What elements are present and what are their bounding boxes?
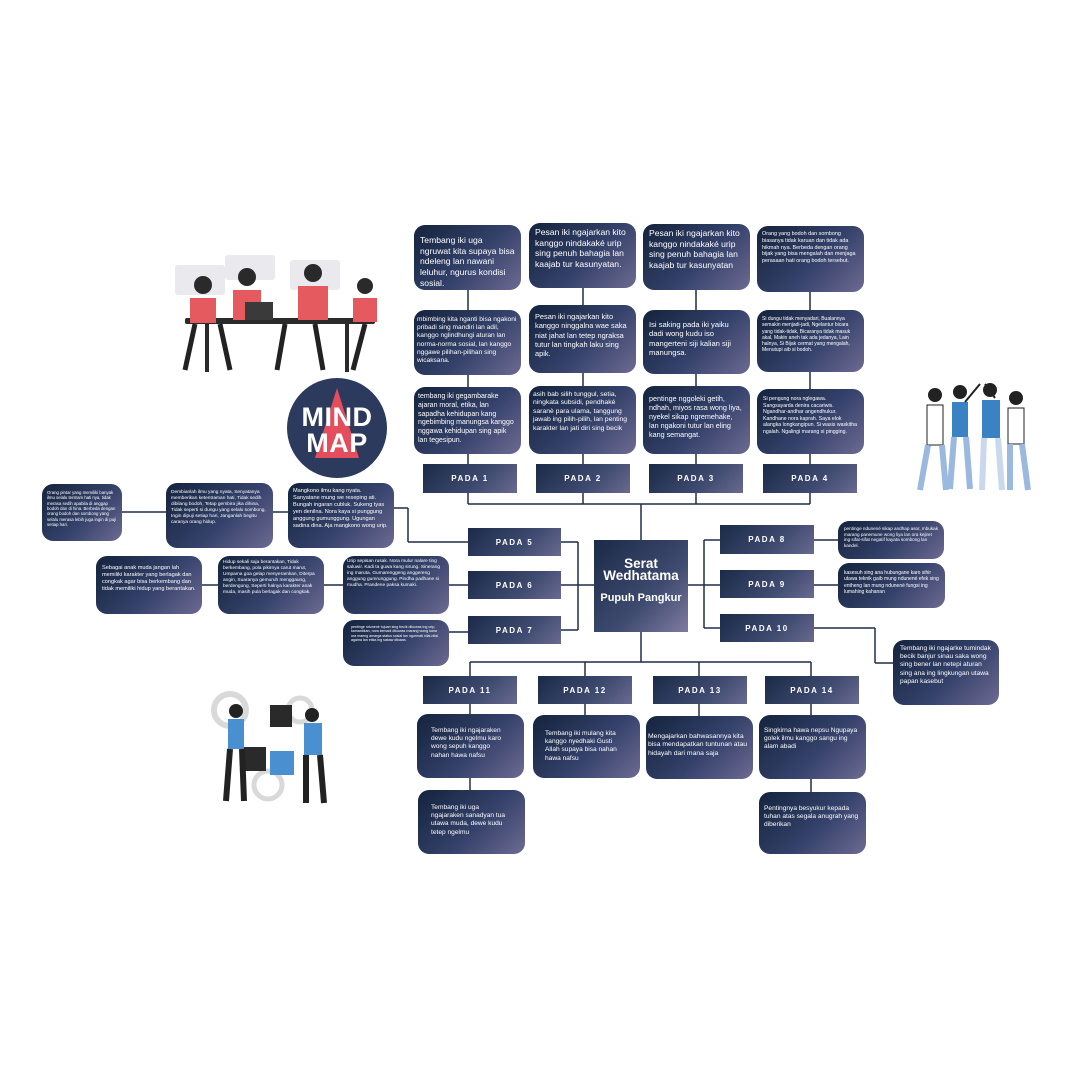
- pada12-card-1: Tembang iki mulang kita kanggo nyedhaki …: [533, 715, 640, 778]
- pada-label-2: PADA 2: [536, 464, 630, 493]
- pada6-card-1: Sebagai anak muda jangan lah memiliki ka…: [96, 556, 202, 614]
- pada-label-6: PADA 6: [468, 571, 561, 599]
- pada8-card-1: pentinge ndunené sikap andhap asor, mbuk…: [838, 521, 944, 559]
- mind-map-logo: MIND MAP: [287, 378, 387, 478]
- pada-label-3: PADA 3: [649, 464, 743, 493]
- pada3-card-1: Pesan iki ngajarkan kito kanggo nindakak…: [643, 224, 750, 290]
- pada2-card-1: Pesan iki ngajarkan kito kanggo nindakak…: [529, 223, 636, 288]
- pada-label-5: PADA 5: [468, 528, 561, 556]
- pada-label-4: PADA 4: [763, 464, 857, 493]
- pada14-card-1: Singkirna hawa nepsu Ngupaya golek ilmu …: [759, 715, 866, 779]
- pada3-card-2: Isi saking pada iki yaiku dadi wong kudu…: [643, 310, 750, 374]
- team-meeting-illustration: [175, 255, 377, 372]
- pada4-card-3: Si pengung nora nglegawa. Sangsayarda de…: [757, 389, 864, 454]
- pada-label-10: PADA 10: [720, 614, 814, 642]
- pada-label-11: PADA 11: [423, 676, 517, 704]
- pada9-card-1: kasesuh sing ana hubungane karo sihir ut…: [838, 563, 945, 608]
- pada5-card-3: Mangkono ilmu kang nyata. Sanyatane mung…: [288, 483, 394, 548]
- pada13-card-1: Mengajarkan bahwasannya kita bisa mendap…: [646, 716, 753, 779]
- pada3-card-3: pentinge nggoleki getih, ndhah, miyos ra…: [643, 386, 750, 454]
- central-subtitle: Pupuh Pangkur: [600, 592, 682, 604]
- pada-label-8: PADA 8: [720, 525, 814, 554]
- pada-label-13: PADA 13: [653, 676, 747, 704]
- central-topic: Serat Wedhatama Pupuh Pangkur: [594, 540, 688, 632]
- pada1-card-2: mbimbing kita nganti bisa ngakoni pribad…: [414, 310, 521, 375]
- central-title: Serat Wedhatama: [603, 556, 679, 583]
- pada7-card-1: pentinge ndunené tujuan sing becik dikuw…: [343, 620, 449, 666]
- pada14-card-2: Pentingnya besyukur kepada tuhan atas se…: [759, 792, 866, 854]
- pada-label-12: PADA 12: [538, 676, 632, 704]
- pada-label-9: PADA 9: [720, 570, 814, 598]
- pada2-card-2: Pesan iki ngajarkan kito kanggo ninggaln…: [529, 305, 636, 373]
- team-highfive-illustration: [917, 383, 1031, 491]
- pada4-card-1: Orang yang bodoh dan sombong biasanya ti…: [757, 226, 864, 292]
- logo-triangle: [315, 388, 359, 458]
- pada2-card-3: asih bab silih tunggul, setia, ningkata …: [529, 386, 636, 454]
- pada-label-7: PADA 7: [468, 616, 561, 644]
- pada5-card-1: Orang pintar yang memiliki banyak ilmu s…: [42, 484, 122, 541]
- pada1-card-1: Tembang iki uga ngruwat kita supaya bisa…: [414, 225, 521, 290]
- pada6-card-2: Hidup sekali saja berantakan, Tidak berk…: [218, 556, 324, 614]
- logo-line-2: MAP: [306, 428, 368, 458]
- pada10-card-1: Tembang iki ngajarke tumindak becik banj…: [893, 640, 999, 705]
- pada11-card-2: Tembang iki uga ngajaraken sanadyan tua …: [418, 790, 525, 854]
- pada11-card-1: Tembang iki ngajaraken dewe kudu ngelmu …: [417, 714, 524, 778]
- pada5-card-2: Dembianlah ilmu yang nyata, Senyatanya m…: [166, 483, 273, 548]
- logo-line-1: MIND: [301, 402, 373, 432]
- pada6-card-3: Urip sepisan rusak. Nora mulur nalare ti…: [343, 556, 449, 614]
- pada4-card-2: Si dungu tidak menyadari, Bualannya sema…: [757, 310, 864, 372]
- pada-label-14: PADA 14: [765, 676, 859, 704]
- pada1-card-3: tembang iki gegambarake ajaran moral, et…: [414, 387, 521, 454]
- puzzle-teamwork-illustration: [211, 691, 327, 804]
- pada-label-1: PADA 1: [423, 464, 517, 493]
